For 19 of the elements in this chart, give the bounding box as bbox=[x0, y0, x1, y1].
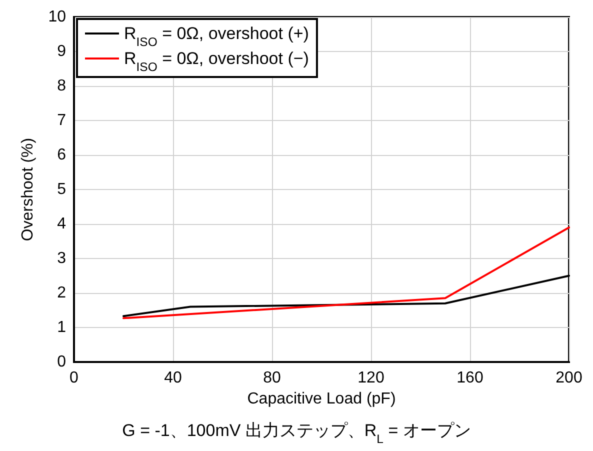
y-tick-label: 8 bbox=[57, 78, 66, 94]
x-tick-label: 80 bbox=[263, 370, 281, 386]
y-tick-label: 10 bbox=[48, 8, 66, 26]
y-tick-label: 2 bbox=[57, 284, 66, 302]
y-tick-label: 0 bbox=[57, 354, 66, 370]
y-tick-label: 5 bbox=[57, 181, 66, 198]
x-axis-title: Capacitive Load (pF) bbox=[247, 390, 396, 408]
y-tick-label: 9 bbox=[57, 43, 66, 60]
x-tick-label: 120 bbox=[358, 370, 384, 386]
x-tick-label: 0 bbox=[70, 370, 79, 386]
x-tick-label: 160 bbox=[456, 370, 484, 386]
x-tick-label: 200 bbox=[556, 370, 582, 386]
y-tick-label: 4 bbox=[57, 216, 66, 232]
y-tick-label: 3 bbox=[57, 250, 66, 267]
y-tick-label: 6 bbox=[57, 146, 66, 164]
x-tick-label: 40 bbox=[164, 370, 182, 386]
y-axis-title: Overshoot (%) bbox=[20, 138, 36, 242]
y-tick-label: 1 bbox=[57, 319, 66, 336]
y-tick-label: 7 bbox=[57, 112, 66, 129]
